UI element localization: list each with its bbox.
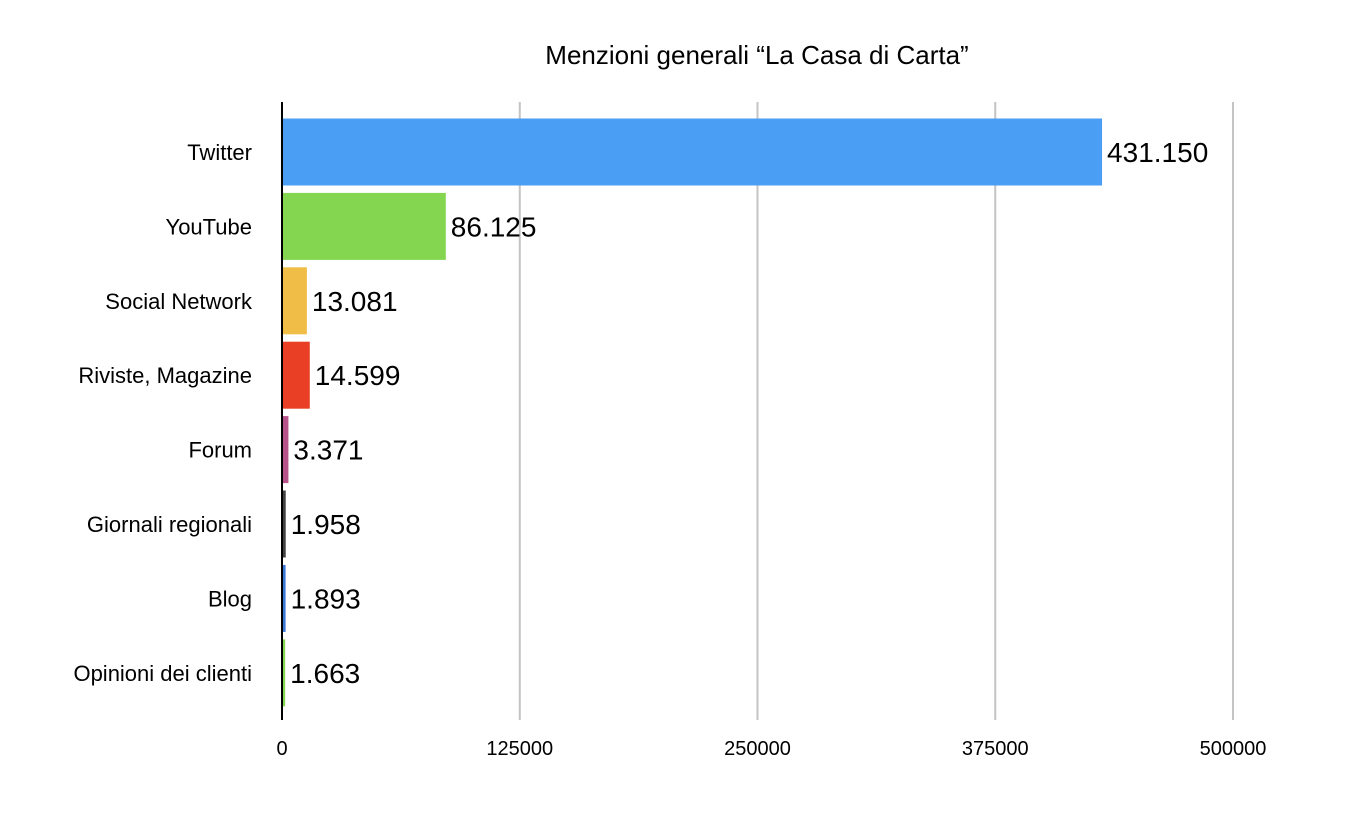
value-label: 1.958 <box>291 509 361 540</box>
value-label: 13.081 <box>312 286 398 317</box>
bars <box>282 118 1103 707</box>
category-label: YouTube <box>166 214 252 239</box>
value-label: 1.663 <box>290 658 360 689</box>
value-labels: 431.150 86.125 13.081 14.599 3.371 1.958 1.893… <box>290 137 1208 689</box>
x-tick-label: 0 <box>276 738 287 760</box>
x-tick-label: 250000 <box>724 738 791 760</box>
chart-title: Menzioni generali “La Casa di Carta” <box>545 40 969 70</box>
gridlines <box>518 102 1234 720</box>
category-label: Social Network <box>105 289 253 314</box>
value-label: 1.893 <box>291 583 361 614</box>
value-label: 3.371 <box>293 435 363 466</box>
category-label: Riviste, Magazine <box>78 363 252 388</box>
x-tick-label: 125000 <box>486 738 553 760</box>
category-label: Twitter <box>187 140 252 165</box>
category-labels: Twitter YouTube Social Network Riviste, Mag… <box>73 140 253 686</box>
bar <box>282 267 307 335</box>
bar <box>282 639 286 707</box>
category-label: Forum <box>188 438 252 463</box>
category-label: Opinioni dei clienti <box>73 661 252 686</box>
bar <box>282 416 289 484</box>
x-tick-labels: 0 125000 250000 375000 500000 <box>276 738 1266 760</box>
value-label: 86.125 <box>451 211 537 242</box>
bar <box>282 192 446 260</box>
category-label: Blog <box>208 586 252 611</box>
category-label: Giornali regionali <box>87 512 252 537</box>
value-label: 431.150 <box>1107 137 1208 168</box>
bar <box>282 341 310 409</box>
value-label: 14.599 <box>315 360 401 391</box>
x-tick-label: 375000 <box>962 738 1029 760</box>
bar <box>282 118 1103 186</box>
bar <box>282 490 286 558</box>
x-tick-label: 500000 <box>1200 738 1267 760</box>
bar <box>282 564 286 632</box>
